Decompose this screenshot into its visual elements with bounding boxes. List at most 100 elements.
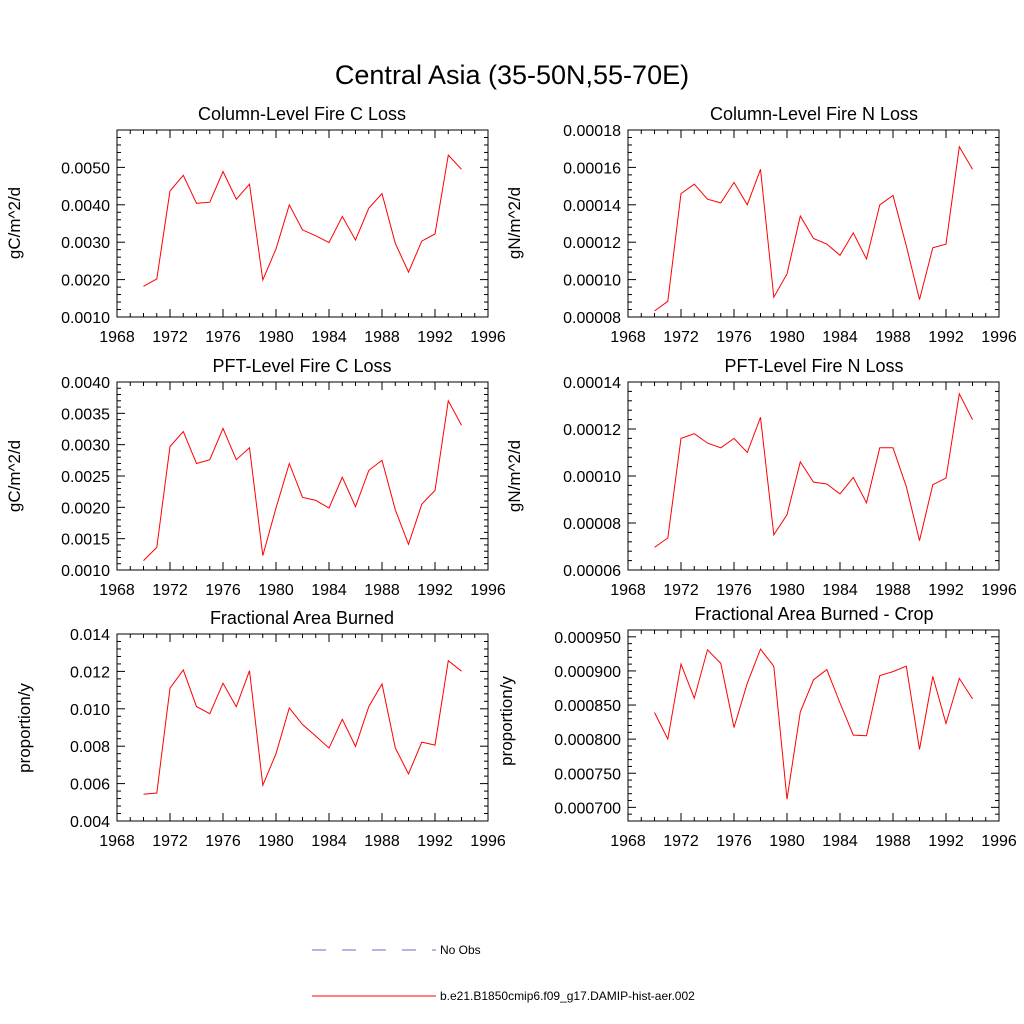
- x-tick-label: 1968: [99, 329, 135, 346]
- y-tick-label: 0.00012: [563, 422, 621, 439]
- panel-pft-fire-c-loss: PFT-Level Fire C Loss gC/m^2/d 1968 1972 1…: [5, 356, 506, 599]
- x-tick-label: 1984: [822, 329, 858, 346]
- y-tick-label: 0.00010: [563, 273, 621, 290]
- y-tick-label: 0.0020: [61, 273, 110, 290]
- y-tick-label: 0.0020: [61, 500, 110, 517]
- y-tick-label: 0.0040: [61, 198, 110, 215]
- y-tick-label: 0.00018: [563, 123, 621, 140]
- x-tick-label: 1972: [152, 582, 188, 599]
- y-tick-label: 0.00014: [563, 375, 621, 392]
- x-tick-label: 1988: [364, 329, 400, 346]
- panel-title: Fractional Area Burned: [210, 608, 394, 628]
- y-tick-label: 0.000700: [554, 800, 621, 817]
- x-tick-label: 1992: [417, 833, 453, 850]
- x-tick-label: 1996: [981, 329, 1017, 346]
- y-tick-label: 0.0025: [61, 469, 110, 486]
- y-tick-label: 0.010: [70, 702, 110, 719]
- x-tick-label: 1976: [205, 582, 241, 599]
- y-tick-label: 0.000750: [554, 766, 621, 783]
- x-tick-label: 1976: [716, 329, 752, 346]
- y-tick-label: 0.00008: [563, 310, 621, 327]
- x-tick-label: 1984: [311, 329, 347, 346]
- x-tick-label: 1988: [364, 582, 400, 599]
- y-axis-label: gN/m^2/d: [505, 440, 524, 512]
- y-axis-label: proportion/y: [15, 683, 34, 773]
- y-axis-label: gN/m^2/d: [505, 187, 524, 259]
- y-tick-label: 0.000800: [554, 732, 621, 749]
- y-tick-label: 0.00008: [563, 516, 621, 533]
- legend-label-no-obs: No Obs: [440, 943, 481, 957]
- y-tick-label: 0.00014: [563, 198, 621, 215]
- x-tick-label: 1968: [610, 582, 646, 599]
- x-tick-label: 1996: [981, 833, 1017, 850]
- x-tick-label: 1980: [258, 329, 294, 346]
- y-tick-label: 0.008: [70, 739, 110, 756]
- x-tick-label: 1968: [99, 582, 135, 599]
- x-tick-label: 1992: [928, 582, 964, 599]
- x-tick-label: 1992: [417, 329, 453, 346]
- x-tick-label: 1992: [928, 833, 964, 850]
- y-axis-label: gC/m^2/d: [5, 187, 24, 259]
- x-tick-label: 1988: [875, 582, 911, 599]
- y-tick-label: 0.012: [70, 664, 110, 681]
- panel-title: Fractional Area Burned - Crop: [694, 604, 933, 624]
- series-line: [143, 659, 462, 795]
- x-tick-label: 1988: [875, 833, 911, 850]
- x-tick-label: 1980: [258, 833, 294, 850]
- x-tick-label: 1968: [610, 833, 646, 850]
- x-tick-label: 1968: [99, 833, 135, 850]
- panel-title: PFT-Level Fire N Loss: [724, 356, 903, 376]
- y-tick-label: 0.0035: [61, 406, 110, 423]
- panel-title: PFT-Level Fire C Loss: [212, 356, 391, 376]
- panel-fractional-area-burned: Fractional Area Burned proportion/y 1968…: [15, 608, 506, 850]
- y-tick-label: 0.0040: [61, 375, 110, 392]
- x-tick-label: 1996: [470, 582, 506, 599]
- y-tick-label: 0.0010: [61, 310, 110, 327]
- x-tick-label: 1988: [364, 833, 400, 850]
- x-tick-label: 1984: [822, 833, 858, 850]
- series-line: [143, 154, 462, 287]
- y-tick-label: 0.014: [70, 627, 110, 644]
- x-tick-label: 1984: [822, 582, 858, 599]
- y-tick-label: 0.0050: [61, 160, 110, 177]
- x-tick-label: 1976: [716, 582, 752, 599]
- panel-title: Column-Level Fire N Loss: [710, 104, 918, 124]
- panel-column-fire-n-loss: Column-Level Fire N Loss gN/m^2/d 1968 19…: [505, 104, 1017, 346]
- panel-pft-fire-n-loss: PFT-Level Fire N Loss gN/m^2/d 1968 1972 1…: [505, 356, 1017, 599]
- figure-title: Central Asia (35-50N,55-70E): [335, 60, 689, 90]
- x-tick-label: 1992: [417, 582, 453, 599]
- series-line: [654, 145, 973, 312]
- y-tick-label: 0.00012: [563, 235, 621, 252]
- y-tick-label: 0.004: [70, 814, 110, 831]
- x-tick-label: 1980: [769, 833, 805, 850]
- y-tick-label: 0.0030: [61, 235, 110, 252]
- x-tick-label: 1972: [663, 833, 699, 850]
- x-tick-label: 1968: [610, 329, 646, 346]
- series-line: [143, 399, 462, 561]
- series-line: [654, 648, 973, 800]
- y-tick-label: 0.0015: [61, 532, 110, 549]
- y-axis-label: proportion/y: [497, 676, 516, 766]
- x-tick-label: 1972: [152, 329, 188, 346]
- x-tick-label: 1996: [981, 582, 1017, 599]
- y-tick-label: 0.0010: [61, 563, 110, 580]
- x-tick-label: 1988: [875, 329, 911, 346]
- legend-label-model-run: b.e21.B1850cmip6.f09_g17.DAMIP-hist-aer.…: [440, 989, 695, 1003]
- y-tick-label: 0.00016: [563, 160, 621, 177]
- x-tick-label: 1996: [470, 329, 506, 346]
- panel-fractional-area-burned-crop: Fractional Area Burned - Crop proportion…: [497, 604, 1017, 850]
- x-tick-label: 1976: [716, 833, 752, 850]
- x-tick-label: 1980: [769, 582, 805, 599]
- x-tick-label: 1992: [928, 329, 964, 346]
- x-tick-label: 1976: [205, 833, 241, 850]
- y-tick-label: 0.000900: [554, 664, 621, 681]
- y-tick-label: 0.00010: [563, 469, 621, 486]
- y-tick-label: 0.000850: [554, 698, 621, 715]
- series-line: [654, 392, 973, 548]
- y-tick-label: 0.00006: [563, 563, 621, 580]
- x-tick-label: 1980: [769, 329, 805, 346]
- x-tick-label: 1972: [663, 329, 699, 346]
- legend: No Obs b.e21.B1850cmip6.f09_g17.DAMIP-hi…: [312, 943, 695, 1003]
- x-tick-label: 1996: [470, 833, 506, 850]
